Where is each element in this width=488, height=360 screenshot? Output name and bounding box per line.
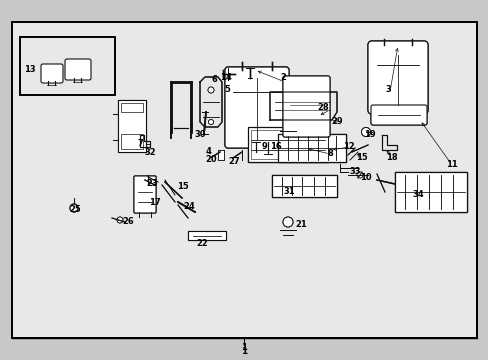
FancyBboxPatch shape: [224, 67, 288, 148]
Text: 25: 25: [69, 206, 81, 215]
FancyBboxPatch shape: [224, 67, 288, 148]
Text: 3: 3: [385, 85, 390, 94]
Text: 27: 27: [228, 157, 239, 166]
Bar: [20, 37, 115, 95]
Bar: [118, 100, 146, 152]
Bar: [250, 130, 325, 159]
Text: 28: 28: [317, 104, 328, 112]
Bar: [218, 150, 224, 160]
Bar: [121, 103, 142, 112]
Circle shape: [70, 204, 78, 212]
Circle shape: [117, 217, 123, 223]
FancyBboxPatch shape: [367, 41, 427, 114]
Text: 18: 18: [386, 153, 397, 162]
Text: 5: 5: [224, 85, 229, 94]
Circle shape: [356, 172, 362, 178]
Bar: [187, 231, 225, 240]
Bar: [118, 100, 146, 152]
Circle shape: [70, 204, 78, 212]
Text: 20: 20: [205, 156, 216, 165]
Text: 30: 30: [194, 130, 205, 139]
FancyBboxPatch shape: [367, 41, 427, 114]
Circle shape: [283, 217, 292, 227]
Bar: [121, 103, 142, 112]
FancyBboxPatch shape: [134, 176, 156, 213]
Text: 21: 21: [295, 220, 306, 230]
Bar: [218, 150, 224, 160]
FancyBboxPatch shape: [370, 105, 426, 125]
Text: 4: 4: [204, 148, 210, 157]
Circle shape: [361, 127, 370, 136]
Bar: [187, 231, 225, 240]
Text: 19: 19: [364, 130, 375, 139]
Text: 16: 16: [269, 143, 281, 152]
Bar: [12, 22, 476, 338]
Text: 26: 26: [122, 217, 134, 226]
Text: 14: 14: [220, 72, 231, 81]
Text: 33: 33: [348, 167, 360, 176]
Bar: [394, 172, 466, 212]
Text: 11: 11: [445, 161, 457, 170]
Bar: [121, 134, 142, 149]
Text: 24: 24: [183, 202, 195, 211]
Text: 29: 29: [330, 117, 342, 126]
Bar: [12, 22, 476, 338]
Text: 9: 9: [261, 143, 266, 152]
Circle shape: [207, 87, 214, 93]
Circle shape: [117, 217, 123, 223]
Text: 8: 8: [326, 149, 332, 158]
Circle shape: [207, 87, 214, 93]
Text: 15: 15: [355, 153, 367, 162]
Circle shape: [283, 217, 292, 227]
Text: 6: 6: [211, 76, 217, 85]
Text: 10: 10: [360, 174, 371, 183]
Text: 34: 34: [411, 190, 423, 199]
Circle shape: [361, 127, 370, 136]
Bar: [271, 175, 336, 197]
Bar: [250, 130, 325, 159]
FancyBboxPatch shape: [41, 64, 63, 83]
Text: 7: 7: [137, 139, 142, 148]
Bar: [247, 127, 327, 162]
Circle shape: [208, 120, 213, 125]
FancyBboxPatch shape: [283, 76, 329, 137]
Text: 15: 15: [177, 183, 188, 192]
FancyBboxPatch shape: [65, 59, 91, 80]
Bar: [271, 175, 336, 197]
Text: 23: 23: [146, 180, 158, 189]
Bar: [278, 134, 346, 162]
Text: 1: 1: [241, 342, 246, 351]
Text: 22: 22: [196, 238, 207, 248]
Circle shape: [208, 120, 213, 125]
Text: 1: 1: [241, 346, 246, 355]
FancyBboxPatch shape: [370, 105, 426, 125]
Text: 32: 32: [144, 148, 156, 157]
Bar: [394, 172, 466, 212]
FancyBboxPatch shape: [134, 176, 156, 213]
Text: 17: 17: [149, 198, 161, 207]
Bar: [247, 127, 327, 162]
Text: 2: 2: [280, 73, 285, 82]
Text: 13: 13: [24, 66, 36, 75]
Text: 31: 31: [283, 188, 294, 197]
FancyBboxPatch shape: [283, 76, 329, 137]
Bar: [20, 37, 115, 95]
Circle shape: [356, 172, 362, 178]
Bar: [278, 134, 346, 162]
Text: 12: 12: [343, 143, 354, 152]
Bar: [121, 134, 142, 149]
